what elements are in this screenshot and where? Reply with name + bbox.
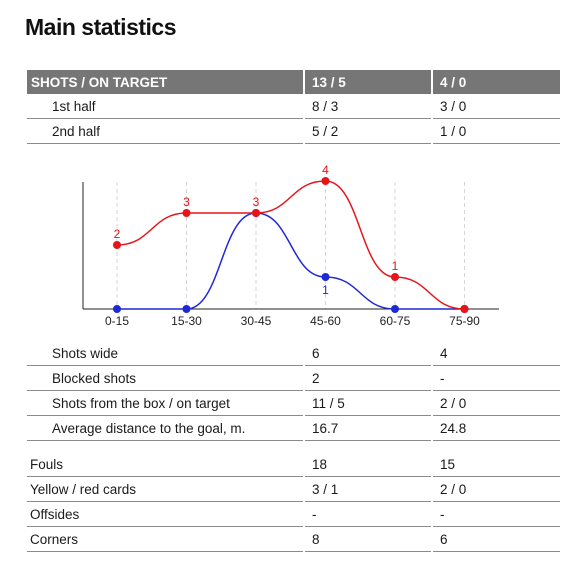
table-row: Average distance to the goal, m. 16.7 24… (27, 415, 560, 441)
row-label: Shots wide (27, 341, 304, 366)
team2-value: 2 / 0 (431, 476, 560, 502)
row-label: Shots from the box / on target (27, 390, 304, 416)
team1-value: 8 / 3 (303, 94, 432, 119)
data-point (252, 209, 260, 217)
team1-value: 18 (303, 452, 432, 477)
data-point (113, 305, 121, 313)
data-label: 4 (322, 163, 329, 177)
team2-value: 4 (431, 341, 560, 366)
team1-value: 6 (303, 341, 432, 366)
data-label: 1 (322, 283, 329, 297)
row-label: Corners (27, 526, 304, 552)
page-title: Main statistics (25, 14, 177, 40)
row-label: Average distance to the goal, m. (27, 415, 304, 441)
table-row: Yellow / red cards 3 / 1 2 / 0 (27, 476, 560, 502)
row-label: Yellow / red cards (27, 476, 304, 502)
table-header-row: SHOTS / ON TARGET 13 / 5 4 / 0 (27, 70, 560, 94)
table-row: Corners 8 6 (27, 526, 560, 552)
x-tick-label: 60-75 (380, 314, 411, 328)
x-tick-label: 45-60 (310, 314, 341, 328)
team2-value: 6 (431, 526, 560, 552)
data-point (391, 305, 399, 313)
data-point (460, 305, 469, 313)
team2-value: 2 / 0 (431, 390, 560, 416)
data-label: 3 (253, 195, 260, 209)
table-row: 2nd half 5 / 2 1 / 0 (27, 118, 560, 144)
series-line (116, 180, 465, 310)
team2-value: - (431, 365, 560, 391)
table-row: Shots wide 6 4 (27, 341, 560, 366)
data-point (321, 273, 330, 281)
header-label: SHOTS / ON TARGET (27, 70, 304, 94)
match-stats-table: Fouls 18 15 Yellow / red cards 3 / 1 2 /… (27, 452, 560, 552)
data-point (182, 209, 191, 217)
team2-value: - (431, 501, 560, 527)
team1-value: 8 (303, 526, 432, 552)
data-point (113, 241, 121, 249)
row-label: Offsides (27, 501, 304, 527)
header-team2-value: 4 / 0 (431, 70, 560, 94)
shots-summary-table: SHOTS / ON TARGET 13 / 5 4 / 0 1st half … (27, 70, 560, 144)
data-label: 2 (114, 227, 121, 241)
shots-timeline-chart: 0-15 15-30 30-45 45-60 60-75 75-90 1 2 3 3 4 1 (75, 162, 505, 337)
team1-value: 16.7 (303, 415, 432, 441)
row-label: Blocked shots (27, 365, 304, 391)
row-label: Fouls (27, 452, 304, 477)
data-point (182, 305, 191, 313)
x-tick-label: 30-45 (241, 314, 272, 328)
table-row: Blocked shots 2 - (27, 365, 560, 391)
data-point (321, 177, 330, 185)
data-label: 3 (183, 195, 190, 209)
team2-value: 24.8 (431, 415, 560, 441)
data-label: 1 (392, 259, 399, 273)
team2-value: 3 / 0 (431, 94, 560, 119)
table-row: 1st half 8 / 3 3 / 0 (27, 94, 560, 119)
table-row: Offsides - - (27, 501, 560, 527)
team2-value: 15 (431, 452, 560, 477)
team1-value: 5 / 2 (303, 118, 432, 144)
chart-svg: 0-15 15-30 30-45 45-60 60-75 75-90 1 2 3 3 4 1 (82, 163, 499, 328)
team1-value: - (303, 501, 432, 527)
row-label: 2nd half (27, 118, 304, 144)
team2-value: 1 / 0 (431, 118, 560, 144)
x-tick-label: 15-30 (171, 314, 202, 328)
row-label: 1st half (27, 94, 304, 119)
x-tick-label: 75-90 (449, 314, 480, 328)
team1-value: 11 / 5 (303, 390, 432, 416)
team1-value: 2 (303, 365, 432, 391)
header-team1-value: 13 / 5 (303, 70, 432, 94)
x-tick-label: 0-15 (105, 314, 129, 328)
team1-value: 3 / 1 (303, 476, 432, 502)
table-row: Fouls 18 15 (27, 452, 560, 477)
data-point (391, 273, 399, 281)
shots-detail-table: Shots wide 6 4 Blocked shots 2 - Shots f… (27, 341, 560, 441)
series-line (116, 212, 465, 310)
table-row: Shots from the box / on target 11 / 5 2 … (27, 390, 560, 416)
